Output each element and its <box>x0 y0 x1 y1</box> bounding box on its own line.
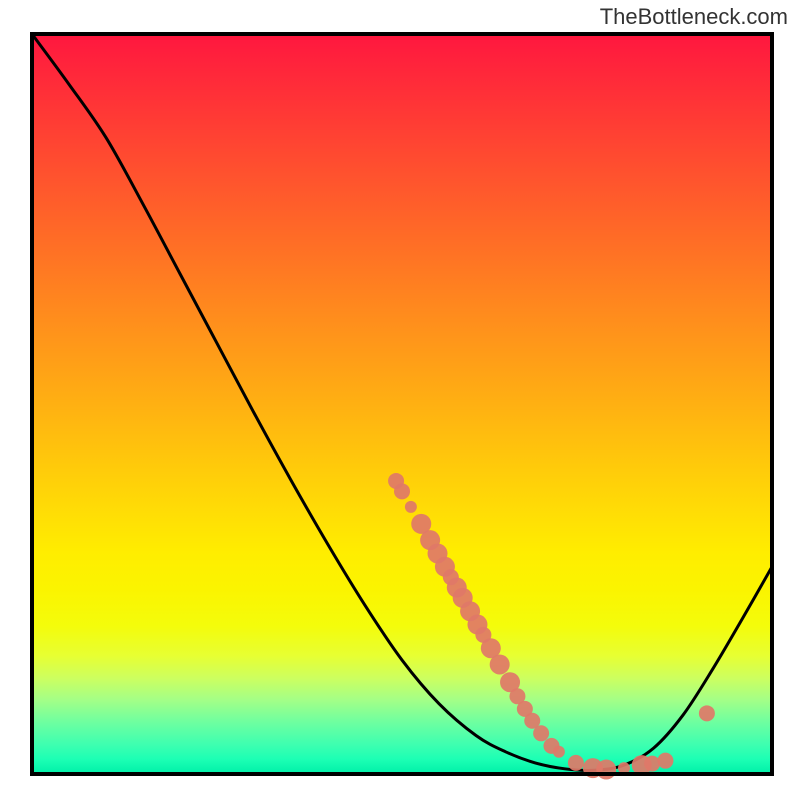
data-marker <box>490 654 510 674</box>
plot-background <box>32 34 772 774</box>
data-marker <box>657 753 673 769</box>
data-marker <box>644 756 660 772</box>
chart-container <box>0 0 800 800</box>
data-marker <box>533 725 549 741</box>
data-marker <box>394 483 410 499</box>
data-marker <box>596 760 616 780</box>
data-marker <box>405 501 417 513</box>
watermark-text: TheBottleneck.com <box>600 4 788 30</box>
data-marker <box>568 755 584 771</box>
bottleneck-chart <box>0 0 800 800</box>
data-marker <box>553 746 565 758</box>
data-marker <box>699 705 715 721</box>
